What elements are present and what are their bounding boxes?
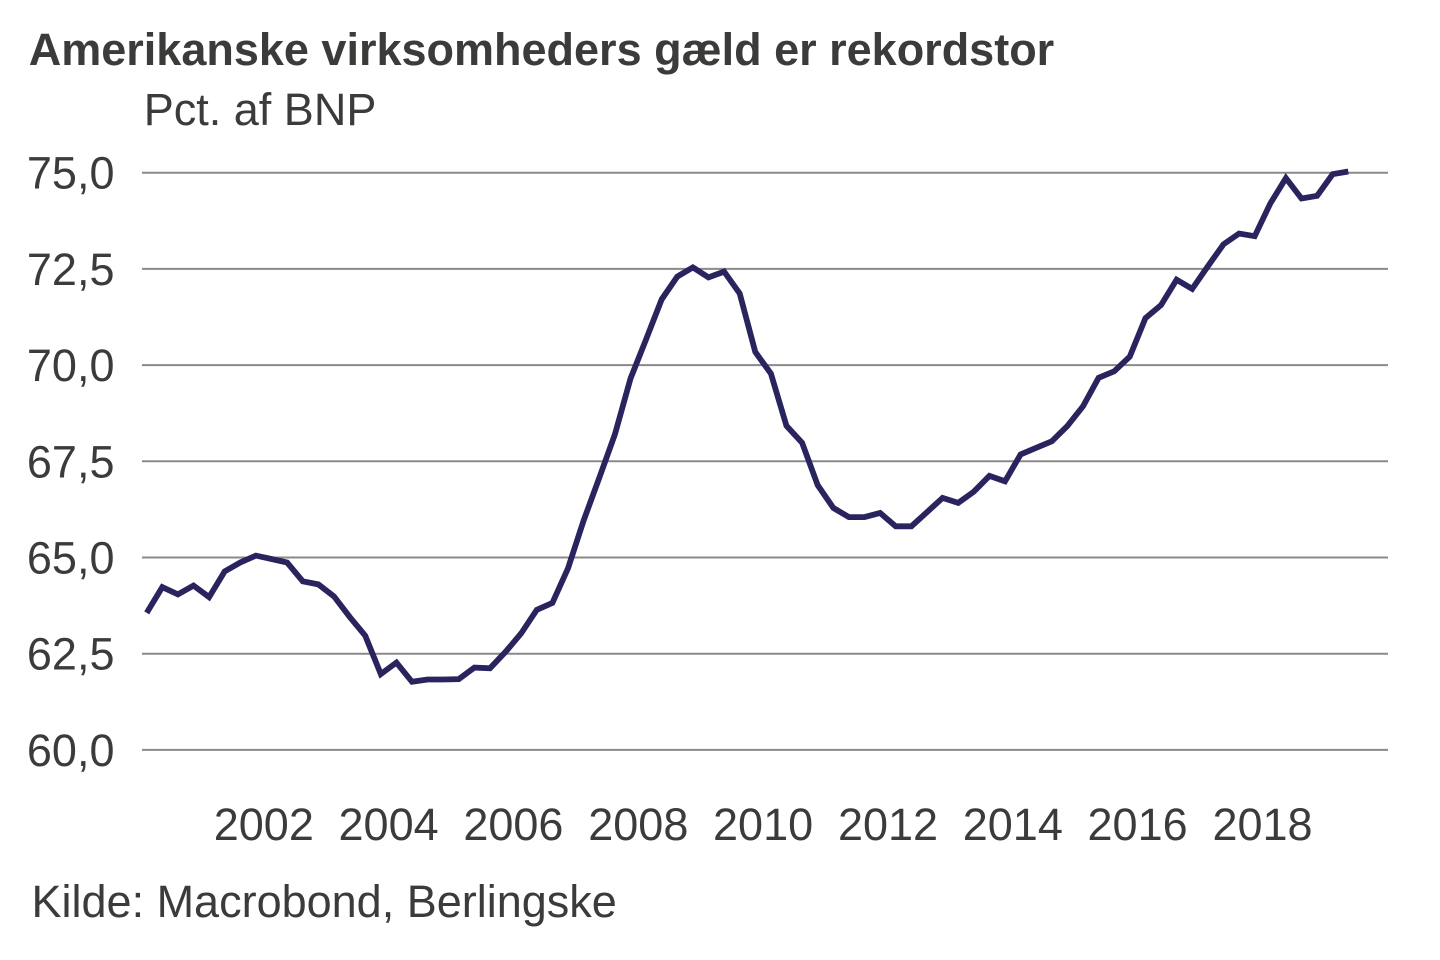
svg-text:2014: 2014 bbox=[963, 799, 1063, 850]
svg-text:2008: 2008 bbox=[588, 799, 688, 850]
svg-text:65,0: 65,0 bbox=[27, 533, 115, 584]
svg-text:67,5: 67,5 bbox=[27, 436, 115, 487]
svg-text:2018: 2018 bbox=[1212, 799, 1312, 850]
svg-text:62,5: 62,5 bbox=[27, 629, 115, 680]
svg-text:Amerikanske virksomheders gæld: Amerikanske virksomheders gæld er rekord… bbox=[29, 24, 1054, 75]
svg-text:75,0: 75,0 bbox=[27, 148, 115, 199]
svg-text:Kilde: Macrobond, Berlingske: Kilde: Macrobond, Berlingske bbox=[32, 876, 617, 927]
svg-text:2012: 2012 bbox=[838, 799, 938, 850]
svg-text:2004: 2004 bbox=[339, 799, 439, 850]
svg-text:2002: 2002 bbox=[214, 799, 314, 850]
svg-text:2006: 2006 bbox=[463, 799, 563, 850]
svg-text:70,0: 70,0 bbox=[27, 340, 115, 391]
svg-text:72,5: 72,5 bbox=[27, 244, 115, 295]
svg-text:2010: 2010 bbox=[713, 799, 813, 850]
svg-text:2016: 2016 bbox=[1088, 799, 1188, 850]
svg-text:Pct. af BNP: Pct. af BNP bbox=[144, 84, 377, 135]
svg-text:60,0: 60,0 bbox=[27, 725, 115, 776]
